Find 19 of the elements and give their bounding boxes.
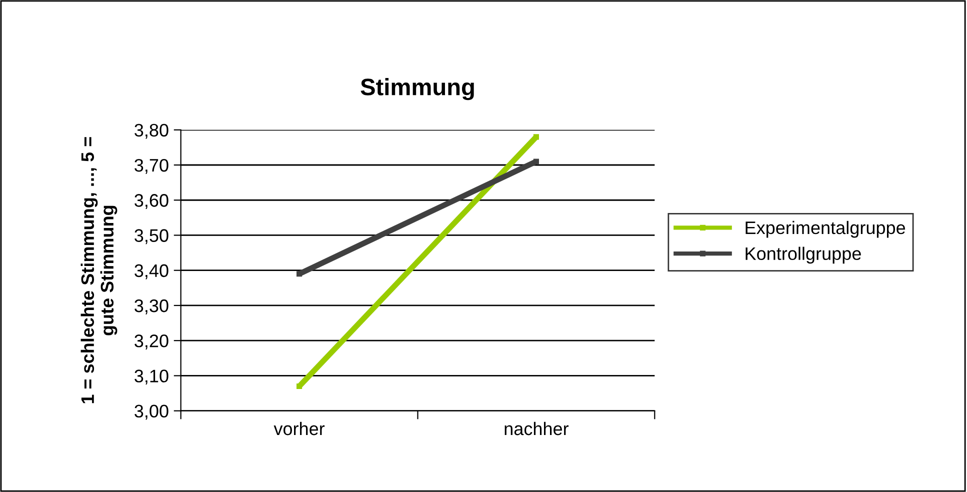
y-tick-label: 3,20 <box>134 334 168 350</box>
y-tick-label: 3,40 <box>134 264 168 280</box>
point <box>296 271 302 277</box>
y-tick-label: 3,60 <box>134 194 168 209</box>
point <box>296 383 302 390</box>
legend-label: Experimentalgruppe <box>746 220 906 238</box>
y-tick-label: 3,10 <box>134 370 168 385</box>
x-tick-label: vorher <box>274 422 325 436</box>
y-tick-label: 3,70 <box>134 158 168 174</box>
y-tick-label: 3,00 <box>134 404 168 420</box>
y-tick-label: 3,80 <box>134 124 168 139</box>
chart-title: Stimmung <box>360 78 474 100</box>
point <box>533 158 539 164</box>
point <box>533 134 539 140</box>
y-axis-title: 1 = schlechte Stimmung, ..., 5 = gute Stimmung <box>80 137 118 404</box>
x-tick-label: nachher <box>504 422 569 436</box>
y-tick-label: 3,50 <box>134 229 168 244</box>
legend-label: Kontrollgruppe <box>746 246 861 264</box>
y-tick-label: 3,30 <box>134 299 168 314</box>
